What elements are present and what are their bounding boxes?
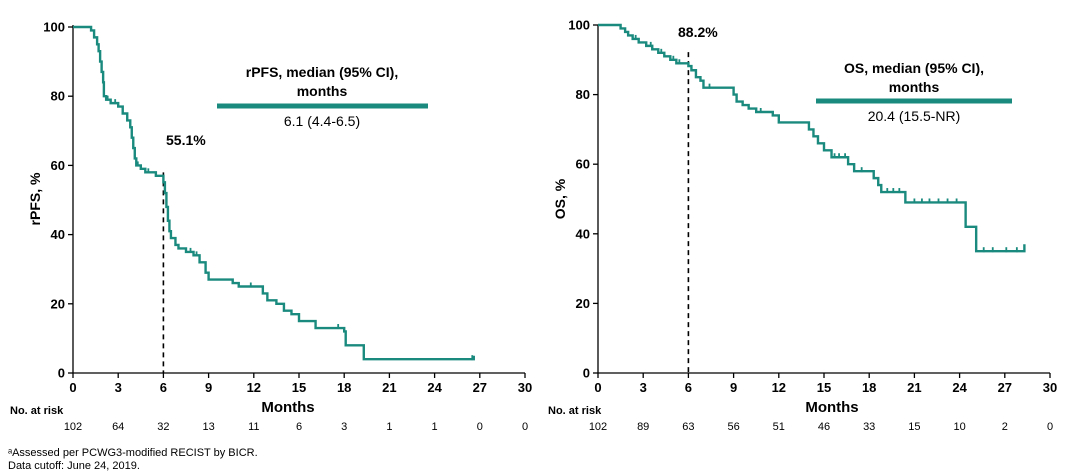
rpfs-y-axis-label: rPFS, % (27, 172, 43, 225)
rpfs-at-risk-value: 64 (112, 421, 124, 433)
os-xtick-label: 3 (640, 380, 647, 395)
rpfs-xtick-label: 21 (382, 380, 396, 395)
os-legend-title-1: OS, median (95% CI), (844, 60, 984, 76)
os-y-axis-label: OS, % (552, 178, 568, 219)
os-xtick-label: 0 (594, 380, 601, 395)
footnote-assessment: ᵃAssessed per PCWG3-modified RECIST by B… (8, 447, 258, 459)
os-censor-marks (634, 34, 1018, 253)
os-xtick-label: 21 (907, 380, 921, 395)
os-risk-label: No. at risk (548, 405, 602, 417)
rpfs-ytick-label: 60 (51, 158, 65, 173)
rpfs-xtick-label: 24 (427, 380, 442, 395)
os-x-axis-label: Months (805, 399, 858, 416)
os-at-risk-value: 89 (637, 421, 649, 433)
os-at-risk-value: 63 (682, 421, 694, 433)
rpfs-xtick-label: 9 (205, 380, 212, 395)
rpfs-xtick-label: 18 (337, 380, 351, 395)
rpfs-censor-marks (106, 95, 474, 361)
rpfs-km-curve (73, 25, 475, 361)
rpfs-annotation: 55.1% (166, 132, 206, 148)
os-km-curve (598, 23, 1026, 253)
os-ytick-label: 0 (583, 366, 590, 381)
rpfs-at-risk-value: 102 (64, 421, 82, 433)
rpfs-xtick-label: 6 (160, 380, 167, 395)
os-legend: OS, median (95% CI), months 20.4 (15.5-N… (816, 60, 1012, 124)
rpfs-xtick-label: 15 (292, 380, 306, 395)
rpfs-xtick-label: 27 (473, 380, 487, 395)
rpfs-legend: rPFS, median (95% CI), months 6.1 (4.4-6… (217, 64, 428, 129)
rpfs-xtick-label: 0 (69, 380, 76, 395)
rpfs-xtick-label: 12 (247, 380, 261, 395)
os-ytick-label: 40 (576, 226, 590, 241)
rpfs-ytick-label: 100 (43, 20, 65, 35)
os-ytick-label: 80 (576, 87, 590, 102)
os-xtick-label: 9 (730, 380, 737, 395)
rpfs-at-risk-value: 11 (248, 421, 259, 433)
os-at-risk-value: 15 (908, 421, 920, 433)
os-ytick-label: 60 (576, 157, 590, 172)
os-at-risk-value: 56 (727, 421, 739, 433)
rpfs-legend-title-2: months (297, 83, 348, 99)
rpfs-legend-title-1: rPFS, median (95% CI), (246, 64, 398, 80)
os-at-risk-value: 51 (773, 421, 785, 433)
rpfs-at-risk-value: 3 (341, 421, 347, 433)
os-xtick-label: 15 (817, 380, 831, 395)
rpfs-x-axis-label: Months (261, 399, 314, 416)
rpfs-at-risk-value: 1 (432, 421, 438, 433)
os-xtick-label: 18 (862, 380, 876, 395)
os-xtick-label: 30 (1043, 380, 1057, 395)
os-legend-title-2: months (889, 79, 940, 95)
rpfs-legend-value: 6.1 (4.4-6.5) (284, 113, 360, 129)
os-at-risk-value: 10 (953, 421, 965, 433)
rpfs-at-risk-value: 32 (157, 421, 169, 433)
rpfs-xtick-label: 30 (518, 380, 532, 395)
rpfs-at-risk-value: 0 (477, 421, 483, 433)
rpfs-ytick-label: 20 (51, 296, 65, 311)
os-at-risk-value: 0 (1047, 421, 1053, 433)
os-at-risk-value: 2 (1002, 421, 1008, 433)
os-xtick-label: 6 (685, 380, 692, 395)
rpfs-ytick-label: 0 (58, 366, 65, 381)
os-annotation: 88.2% (678, 24, 718, 40)
os-at-risk-value: 33 (863, 421, 875, 433)
rpfs-ytick-label: 80 (51, 89, 65, 104)
rpfs-xtick-label: 3 (115, 380, 122, 395)
os-xtick-label: 12 (772, 380, 786, 395)
rpfs-at-risk-value: 6 (296, 421, 302, 433)
os-xtick-label: 24 (952, 380, 967, 395)
rpfs-at-risk-value: 0 (522, 421, 528, 433)
rpfs-at-risk-value: 13 (202, 421, 214, 433)
os-at-risk-value: 46 (818, 421, 830, 433)
rpfs-risk-label: No. at risk (10, 405, 64, 417)
footnote-cutoff: Data cutoff: June 24, 2019. (8, 460, 140, 472)
os-at-risk-value: 102 (589, 421, 607, 433)
os-legend-value: 20.4 (15.5-NR) (868, 108, 961, 124)
os-xtick-label: 27 (998, 380, 1012, 395)
os-ytick-label: 20 (576, 296, 590, 311)
os-ytick-label: 100 (568, 18, 590, 33)
rpfs-ytick-label: 40 (51, 227, 65, 242)
rpfs-at-risk-value: 1 (386, 421, 392, 433)
